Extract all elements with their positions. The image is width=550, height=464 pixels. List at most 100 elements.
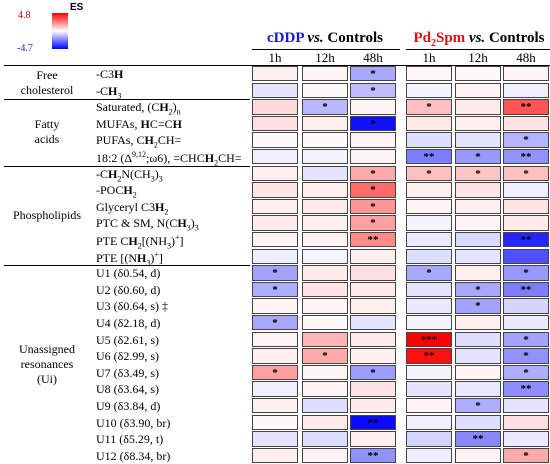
heatmap-cell [406,66,452,82]
heatmap-cell [406,248,452,264]
heatmap-cell: * [455,149,501,165]
heatmap-cell: * [455,298,501,314]
heatmap-cell: ** [503,281,549,298]
heatmap-cell: * [252,265,298,281]
heatmap-cell [252,215,298,231]
heatmap-cell: * [503,331,549,347]
heatmap-cell [455,265,501,281]
heatmap-cell: * [350,198,396,215]
group-title-cddp: cDDP vs. Controls [267,30,383,46]
heatmap-cell [455,348,501,364]
heatmap-cell [302,414,348,430]
heatmap-cell: * [455,281,501,298]
heatmap-cell [455,414,501,430]
heatmap-cell [350,348,396,364]
heatmap-cell [455,99,501,115]
heatmap-cell [406,198,452,215]
heatmap-cell: * [406,99,452,115]
column-header: 48h [363,50,383,65]
heatmap-cell [406,82,452,98]
row-label: PTE [(NH3)+] [96,249,163,267]
heatmap-cell: ** [406,149,452,165]
heatmap-cell [503,215,549,231]
heatmap-cell [406,232,452,248]
heatmap-cell [252,99,298,115]
heatmap-cell: * [252,364,298,381]
group-separator [4,99,250,101]
heatmap-cell: * [252,315,298,331]
category-label: Phospholipids [12,207,81,222]
heatmap-cell: * [350,66,396,82]
heatmap-cell [302,132,348,148]
heatmap-cell [406,447,452,464]
heatmap-cell [350,99,396,115]
column-header: 1h [268,50,282,65]
heatmap-cell: * [350,82,396,98]
color-scale-bar [52,13,68,49]
heatmap-cell [455,364,501,381]
heatmap-cell [406,215,452,231]
heatmap-cell [406,315,452,331]
heatmap-cell [302,281,348,298]
heatmap-cell: * [406,265,452,281]
heatmap-cell [406,414,452,430]
heatmap-cell [406,298,452,314]
row-label: U3 (δ0.64, s) ‡ [96,299,168,314]
heatmap-cell [252,149,298,165]
heatmap-cell [302,381,348,397]
row-label: PTC & SM, N(CH3)3 [96,216,199,233]
heatmap-cell [302,265,348,281]
heatmap-cell [406,398,452,414]
heatmap-cell [302,182,348,198]
row-label: U5 (δ2.61, s) [96,332,159,347]
heatmap-cell [503,431,549,447]
heatmap-cell [252,82,298,98]
heatmap-cell [503,298,549,314]
heatmap-cell [302,215,348,231]
heatmap-cell [302,198,348,215]
heatmap-cell [252,447,298,464]
heatmap-cell: * [503,447,549,464]
heatmap-cell [252,414,298,430]
heatmap-cell [455,82,501,98]
heatmap-cell [252,198,298,215]
heatmap-cell [455,215,501,231]
heatmap-cell [252,298,298,314]
heatmap-cell [302,232,348,248]
heatmap-cell [302,431,348,447]
heatmap-cell [302,82,348,98]
heatmap-cell: * [503,165,549,181]
row-label: Saturated, (CH2)n [96,100,181,117]
row-label: U6 (δ2.99, s) [96,349,159,364]
heatmap-cell [252,398,298,414]
row-label: U1 (δ0.54, d) [96,266,161,281]
heatmap-cell: *** [406,331,452,347]
heatmap-cell [406,182,452,198]
heatmap-cell: * [350,165,396,181]
row-label: -POCH2 [96,183,137,200]
row-label: U4 (δ2.18, d) [96,316,161,330]
heatmap-cell [350,431,396,447]
heatmap-cell: * [350,182,396,198]
heatmap-cell: ** [503,99,549,115]
heatmap-cell: ** [350,447,396,464]
group-title-pd2spm: Pd2Spm vs. Controls [413,30,545,49]
heatmap-cell [252,348,298,364]
heatmap-cell [503,82,549,98]
heatmap-cell: * [503,348,549,364]
heatmap-cell [302,149,348,165]
group-underline-cddp [252,49,400,50]
heatmap-cell [406,115,452,132]
heatmap-cell [503,115,549,132]
heatmap-cell [455,198,501,215]
heatmap-cell: * [350,215,396,231]
heatmap-cell [503,414,549,430]
category-label: Unassigned resonances (Ui) [19,342,75,387]
heatmap-cell [503,66,549,82]
heatmap-cell: * [350,115,396,132]
heatmap-cell: ** [350,232,396,248]
heatmap-cell [455,315,501,331]
heatmap-cell [406,281,452,298]
heatmap-cell: ** [503,381,549,397]
heatmap-cell [350,132,396,148]
